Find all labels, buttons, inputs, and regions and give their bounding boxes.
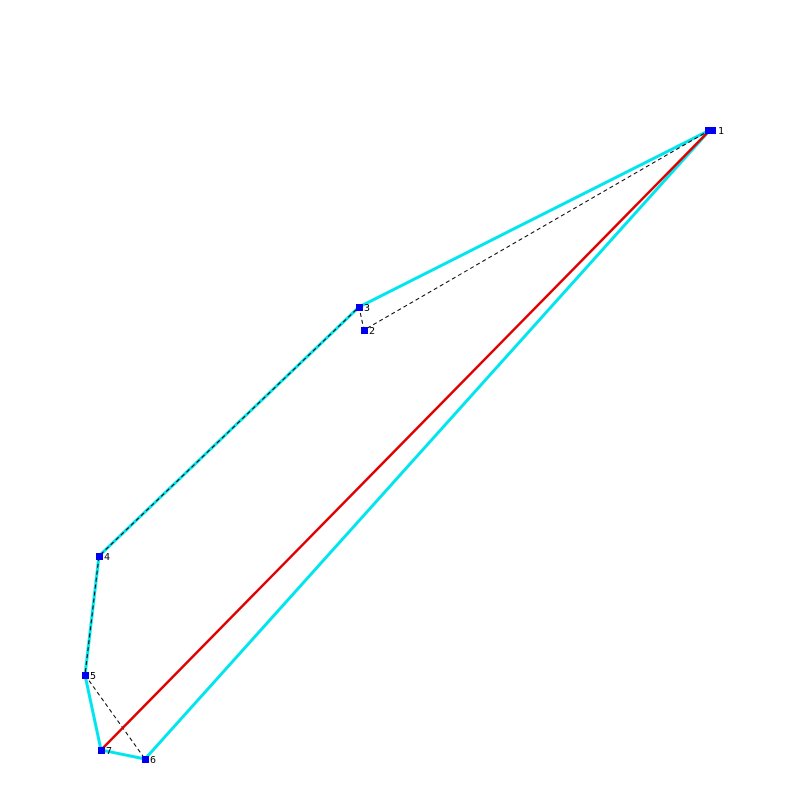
points bbox=[82, 127, 716, 763]
point bbox=[98, 747, 105, 754]
point bbox=[96, 553, 103, 560]
point-label: 3 bbox=[364, 303, 370, 314]
point bbox=[82, 672, 89, 679]
point-label: 6 bbox=[150, 755, 156, 766]
point-label: 2 bbox=[369, 326, 375, 337]
point bbox=[709, 127, 716, 134]
point bbox=[356, 304, 363, 311]
point bbox=[142, 756, 149, 763]
diagonal bbox=[100, 129, 711, 751]
point-label: 5 bbox=[90, 671, 96, 682]
point bbox=[705, 127, 712, 134]
point-label: 7 bbox=[106, 746, 112, 757]
point bbox=[361, 327, 368, 334]
point-label: 1 bbox=[718, 126, 724, 137]
path bbox=[84, 129, 711, 760]
point-label: 4 bbox=[104, 552, 110, 563]
